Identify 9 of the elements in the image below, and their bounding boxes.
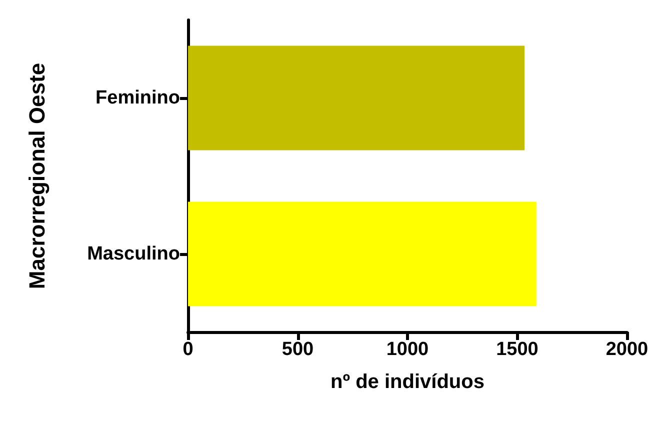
y-axis-title: Macrorregional Oeste: [24, 62, 50, 290]
x-tick-label: 500: [282, 339, 314, 360]
x-tick-label: 1000: [386, 339, 429, 360]
x-axis-title: nº de indivíduos: [330, 371, 484, 393]
y-tick-label: Masculino: [87, 244, 180, 264]
x-tick-label: 0: [182, 339, 194, 360]
x-tick-label: 2000: [606, 339, 648, 360]
y-tick-label: Feminino: [96, 88, 180, 108]
x-tick-label: 1500: [496, 339, 538, 360]
